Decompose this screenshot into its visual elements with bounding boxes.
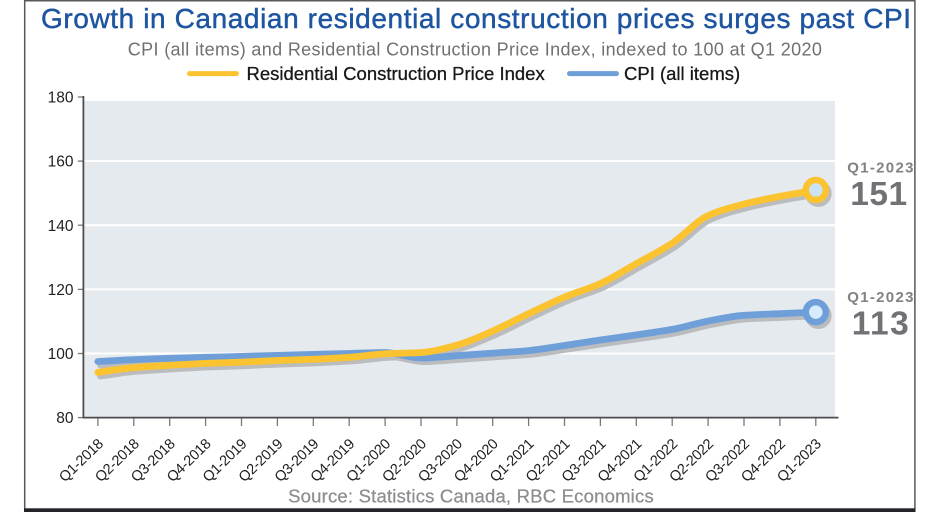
svg-text:Q1-2023: Q1-2023 xyxy=(847,289,914,306)
svg-text:140: 140 xyxy=(48,218,74,235)
svg-text:151: 151 xyxy=(850,176,907,213)
svg-text:CPI (all items) and Residentia: CPI (all items) and Residential Construc… xyxy=(128,40,822,60)
svg-text:Source: Statistics Canada, RBC: Source: Statistics Canada, RBC Economics xyxy=(288,486,654,507)
svg-text:CPI (all items): CPI (all items) xyxy=(624,63,740,84)
svg-text:Growth in Canadian residential: Growth in Canadian residential construct… xyxy=(41,3,912,34)
svg-text:113: 113 xyxy=(852,306,911,343)
svg-text:80: 80 xyxy=(56,410,74,427)
svg-text:100: 100 xyxy=(48,346,74,363)
svg-text:120: 120 xyxy=(48,282,74,299)
svg-text:Q1-2023: Q1-2023 xyxy=(847,160,914,177)
svg-text:160: 160 xyxy=(48,154,74,171)
svg-text:Residential Construction Price: Residential Construction Price Index xyxy=(247,63,546,84)
svg-text:180: 180 xyxy=(48,90,74,107)
